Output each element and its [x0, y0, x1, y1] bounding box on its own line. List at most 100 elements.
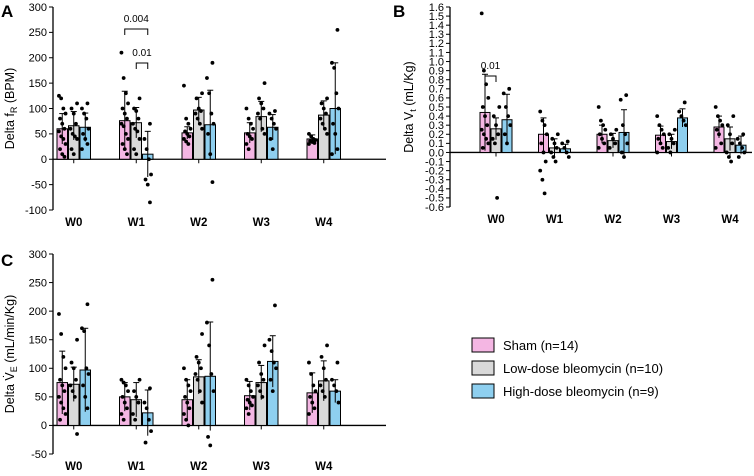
panel-b-point-w2-high-dose-bleomycin — [623, 132, 627, 137]
panel-a-significance-bracket — [124, 28, 149, 35]
panel-a-point-w3-low-dose-bleomycin — [260, 126, 265, 131]
panel-b-point-w3-low-dose-bleomycin — [667, 132, 672, 137]
panel-b-point-w0-high-dose-bleomycin — [506, 114, 510, 118]
panel-c-point-w3-low-dose-bleomycin — [261, 377, 266, 382]
panel-c-point-w4-sham — [307, 412, 311, 416]
panel-a-y-axis-title-tail: (BPM) — [3, 68, 17, 107]
panel-a-point-w2-low-dose-bleomycin — [197, 121, 202, 126]
panel-a-point-w0-low-dose-bleomycin — [70, 131, 75, 136]
panel-c-point-w2-sham — [185, 400, 190, 405]
panel-c-point-w1-sham — [125, 406, 129, 411]
panel-c-y-tick-label: 50 — [35, 392, 47, 404]
panel-b-point-w0-low-dose-bleomycin — [496, 132, 501, 137]
panel-a-point-w2-sham — [184, 116, 189, 121]
panel-a-point-w1-low-dose-bleomycin — [133, 126, 138, 131]
panel-c-point-w1-low-dose-bleomycin — [133, 417, 138, 422]
panel-c-point-w0-high-dose-bleomycin — [84, 366, 89, 371]
panel-a-point-w4-high-dose-bleomycin — [330, 60, 334, 65]
panel-a-point-w2-low-dose-bleomycin — [196, 106, 201, 111]
panel-a-point-w0-sham — [59, 96, 64, 101]
panel-a-point-w0-low-dose-bleomycin — [69, 106, 74, 111]
panel-c-y-axis-title-main: Delta V̇ — [3, 372, 17, 414]
panel-c-point-w4-high-dose-bleomycin — [336, 400, 341, 405]
panel-a-point-w3-high-dose-bleomycin — [273, 109, 277, 113]
panel-a-point-w1-sham — [125, 116, 129, 121]
panel-a-point-w1-low-dose-bleomycin — [134, 152, 139, 157]
panel-a-point-w0-high-dose-bleomycin — [85, 101, 90, 106]
panel-c-point-w0-high-dose-bleomycin — [85, 406, 90, 411]
panel-a-point-w1-sham — [123, 91, 128, 96]
panel-c-point-w2-low-dose-bleomycin — [199, 366, 203, 371]
panel-c-y-tick-label: 250 — [29, 277, 47, 289]
panel-a-point-w1-low-dose-bleomycin — [132, 147, 136, 152]
panel-c-point-w3-sham — [245, 397, 250, 402]
panel-b-point-w4-sham — [713, 105, 718, 109]
panel-b-point-w1-sham — [544, 132, 549, 137]
panel-a-y-axis-title: Delta fR (BPM) — [3, 68, 19, 150]
panel-b-y-tick-label: 1.1 — [429, 47, 444, 59]
panel-a-point-w2-sham — [182, 83, 186, 88]
panel-c-point-w1-sham — [119, 377, 124, 382]
panel-a-y-axis-title-main: Delta f — [3, 113, 17, 150]
panel-a-point-w2-sham — [188, 126, 193, 131]
panel-b-point-w4-high-dose-bleomycin — [741, 132, 746, 137]
panel-a-category-label-w4: W4 — [315, 217, 333, 229]
panel-c-point-w1-sham — [119, 412, 124, 416]
panel-b-point-w0-low-dose-bleomycin — [490, 136, 495, 141]
panel-c-point-w0-sham — [58, 417, 62, 422]
panel-a-point-w0-high-dose-bleomycin — [85, 142, 90, 146]
panel-c-point-w4-sham — [313, 389, 318, 394]
panel-a-y-tick-label: 200 — [29, 53, 47, 65]
panel-c-point-w2-sham — [183, 394, 187, 399]
panel-a-point-w0-high-dose-bleomycin — [84, 116, 89, 121]
panel-b-point-w0-high-dose-bleomycin — [502, 132, 507, 137]
panel-c-point-w0-sham — [57, 394, 61, 399]
panel-c-point-w1-sham — [126, 389, 130, 394]
panel-b-point-w1-low-dose-bleomycin — [550, 136, 555, 141]
panel-c-point-w3-low-dose-bleomycin — [259, 372, 264, 376]
panel-b-point-w3-sham — [655, 114, 660, 118]
panel-a-point-w1-low-dose-bleomycin — [137, 137, 142, 141]
panel-a-point-w3-high-dose-bleomycin — [270, 147, 275, 152]
panel-a-point-w3-low-dose-bleomycin — [257, 96, 261, 101]
panel-c-point-w2-low-dose-bleomycin — [194, 354, 199, 359]
panel-a-point-w0-high-dose-bleomycin — [80, 147, 84, 152]
panel-b-point-w3-sham — [657, 123, 662, 128]
panel-c-point-w1-sham — [121, 380, 126, 385]
panel-c-point-w2-high-dose-bleomycin — [211, 389, 216, 394]
panel-a-point-w1-high-dose-bleomycin — [144, 147, 149, 152]
panel-a-point-w3-low-dose-bleomycin — [256, 111, 260, 116]
panel-a-significance-label: 0.004 — [124, 14, 149, 25]
panel-b-point-w1-sham — [542, 123, 547, 128]
panel-c-point-w0-low-dose-bleomycin — [75, 432, 79, 436]
panel-a-point-w2-high-dose-bleomycin — [211, 121, 216, 126]
panel-a-point-w4-high-dose-bleomycin — [334, 91, 339, 96]
panel-b-y-tick-label: 0.8 — [429, 75, 444, 87]
panel-a-point-w0-low-dose-bleomycin — [71, 152, 76, 157]
legend-swatch-sham — [471, 337, 495, 353]
panel-b-point-w0-sham — [485, 123, 490, 128]
legend-label-low-dose: Low-dose bleomycin (n=10) — [503, 361, 663, 376]
panel-b-point-w1-high-dose-bleomycin — [565, 139, 570, 144]
panel-a-point-w2-high-dose-bleomycin — [208, 152, 213, 157]
panel-b-point-w4-sham — [717, 132, 721, 137]
panel-c-point-w3-sham — [246, 412, 251, 416]
panel-a-point-w2-low-dose-bleomycin — [193, 111, 198, 116]
panel-c-category-label-w0: W0 — [65, 461, 82, 473]
panel-a-y-tick-label: 50 — [35, 129, 47, 141]
panel-a-point-w4-high-dose-bleomycin — [330, 152, 334, 157]
panel-a-point-w3-low-dose-bleomycin — [262, 131, 267, 136]
legend-swatch-high-dose — [471, 383, 495, 399]
panel-a-point-w2-low-dose-bleomycin — [195, 116, 200, 121]
panel-a-point-w4-high-dose-bleomycin — [332, 66, 337, 70]
panel-b-point-w4-sham — [719, 141, 724, 146]
panel-a-point-w2-high-dose-bleomycin — [210, 180, 215, 184]
legend-label-sham: Sham (n=14) — [503, 338, 579, 353]
panel-a-point-w0-sham — [61, 106, 66, 111]
panel-b-point-w4-high-dose-bleomycin — [735, 136, 740, 141]
panel-a-point-w2-sham — [186, 142, 191, 146]
panel-c-point-w4-low-dose-bleomycin — [324, 377, 328, 382]
panel-b-y-tick-label: 0.1 — [429, 138, 444, 150]
panel-c-point-w4-low-dose-bleomycin — [325, 343, 329, 348]
panel-a-point-w3-high-dose-bleomycin — [269, 116, 274, 121]
